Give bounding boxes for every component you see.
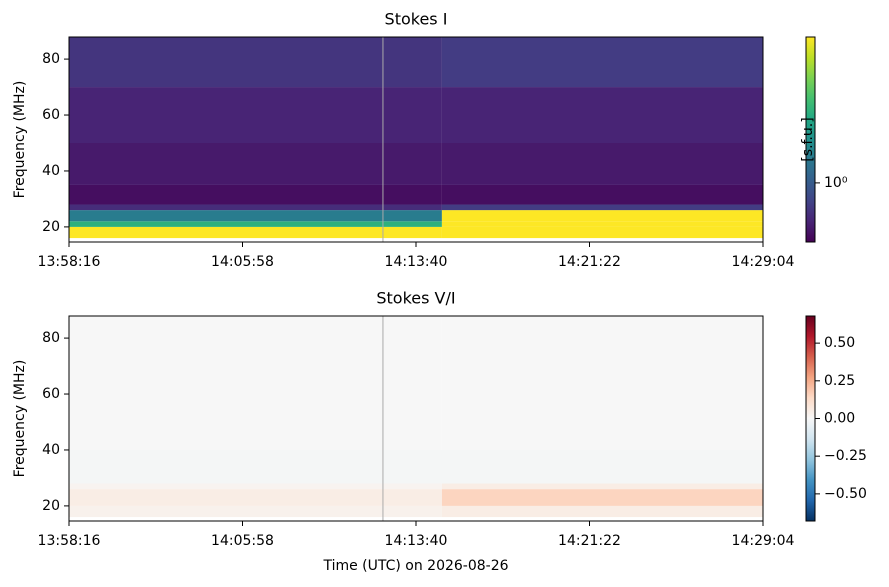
heatmap-cell <box>441 316 763 450</box>
heatmap-cell <box>441 449 763 484</box>
colorbar-tick-label: 10⁰ <box>824 175 848 191</box>
heatmap-cell <box>69 489 442 506</box>
y-tick-label: 40 <box>42 163 60 179</box>
heatmap-cell <box>69 221 442 227</box>
heatmap-cell <box>69 37 442 88</box>
heatmap-cell <box>441 87 763 143</box>
heatmap-cell <box>69 483 442 490</box>
y-tick-label: 60 <box>42 107 60 123</box>
x-tick-label: 14:13:40 <box>385 254 448 270</box>
y-tick-label: 20 <box>42 498 60 514</box>
y-tick-label: 80 <box>42 51 60 67</box>
heatmap-cell <box>441 37 763 88</box>
colorbar-tick-label: 0.50 <box>824 335 855 351</box>
colorbar-tick-label: −0.50 <box>824 486 867 502</box>
heatmap-cell <box>441 221 763 227</box>
colorbar <box>805 315 816 522</box>
x-tick-label: 14:21:22 <box>558 254 621 270</box>
heatmap-cell <box>69 210 442 222</box>
heatmap-cell <box>441 204 763 211</box>
x-tick-label: 14:05:58 <box>211 254 274 270</box>
heatmap-cell <box>69 316 442 450</box>
heatmap-cell <box>69 87 442 143</box>
x-tick-label: 14:21:22 <box>558 533 621 549</box>
colorbar-tick-label: 0.00 <box>824 411 855 427</box>
heatmap-cell <box>441 505 763 518</box>
heatmap-cell <box>69 142 442 185</box>
x-tick-label: 13:58:16 <box>38 533 101 549</box>
heatmap-cell <box>441 489 763 506</box>
colorbar <box>805 36 816 243</box>
x-tick-label: 14:05:58 <box>211 533 274 549</box>
y-axis-label: Frequency (MHz) <box>12 81 28 199</box>
heatmap-cell <box>69 226 442 239</box>
colorbar-tick-label: −0.25 <box>824 448 867 464</box>
heatmap-cell <box>69 505 442 518</box>
heatmap-cell <box>69 204 442 211</box>
heatmap-cell <box>441 483 763 490</box>
chart-title: Stokes V/I <box>376 289 455 308</box>
x-tick-label: 14:13:40 <box>385 533 448 549</box>
y-tick-label: 20 <box>42 219 60 235</box>
heatmap-cell <box>69 449 442 484</box>
colorbar-tick-label: 0.25 <box>824 373 855 389</box>
x-axis-label: Time (UTC) on 2026-08-26 <box>322 558 508 574</box>
y-axis-label: Frequency (MHz) <box>12 360 28 478</box>
heatmap-cell <box>441 210 763 222</box>
y-tick-label: 40 <box>42 442 60 458</box>
x-tick-label: 14:29:04 <box>732 254 795 270</box>
colorbar-label: [s.f.u.] <box>800 117 816 161</box>
heatmap-cell <box>69 184 442 205</box>
heatmap-cell <box>441 226 763 239</box>
heatmap-cell <box>441 184 763 205</box>
chart-title: Stokes I <box>385 10 448 29</box>
heatmap-cell <box>441 142 763 185</box>
y-tick-label: 60 <box>42 386 60 402</box>
x-tick-label: 14:29:04 <box>732 533 795 549</box>
y-tick-label: 80 <box>42 330 60 346</box>
x-tick-label: 13:58:16 <box>38 254 101 270</box>
